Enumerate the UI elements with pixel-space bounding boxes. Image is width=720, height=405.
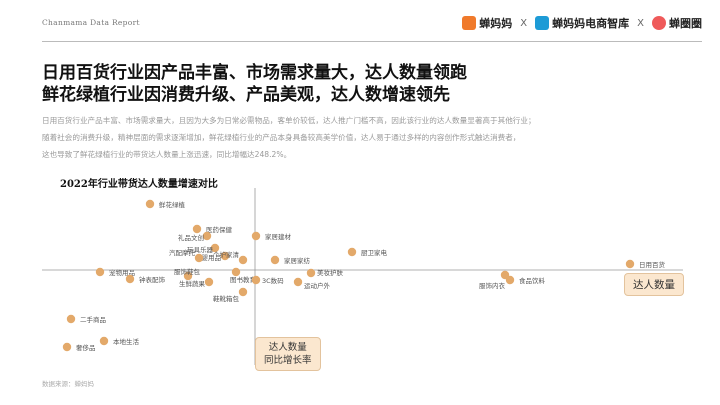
logo-chanmama-think-tank: 蝉妈妈电商智库: [535, 15, 629, 31]
data-point-label: 鞋靴箱包: [213, 294, 240, 303]
data-point-label: 汽配摩托: [169, 248, 196, 257]
data-point: [505, 275, 515, 285]
data-point-label: 美妆护肤: [317, 268, 344, 277]
data-point: [220, 251, 230, 261]
data-point: [306, 268, 316, 278]
data-point: [66, 314, 76, 324]
header-divider: [42, 41, 702, 42]
paragraph-line-3: 这也导致了鲜花绿植行业的带货达人数量上涨迅速，同比增幅达248.2%。: [42, 150, 292, 159]
y-axis-label-line-2: 同比增长率: [264, 355, 312, 366]
data-point: [145, 199, 155, 209]
data-point: [231, 267, 241, 277]
paragraph-line-1: 日用百货行业产品丰富、市场需求量大，且因为大多为日常必需物品，客单价较低，达人推…: [42, 116, 536, 125]
think-tank-logo-icon: [535, 16, 550, 30]
logo-chanmama-label: 蝉妈妈: [479, 17, 513, 30]
chanquanquan-logo-icon: [652, 16, 666, 30]
data-point: [62, 342, 72, 352]
data-point-label: 日用百货: [639, 260, 666, 269]
data-point: [251, 231, 261, 241]
data-point-label: 食品饮料: [519, 276, 546, 285]
data-point: [251, 275, 261, 285]
data-point-label: 运动户外: [304, 281, 331, 290]
headline-line-1: 日用百货行业因产品丰富、市场需求量大，达人数量领跑: [42, 63, 467, 83]
data-point: [238, 287, 248, 297]
data-point-label: 服饰内衣: [479, 281, 506, 290]
y-axis-label: 达人数量 同比增长率: [255, 337, 321, 371]
data-point-label: 钟表配饰: [139, 275, 166, 284]
data-point: [95, 267, 105, 277]
data-point: [293, 277, 303, 287]
data-point-label: 鲜花绿植: [159, 200, 186, 209]
data-point: [238, 255, 248, 265]
data-source: 数据来源：蝉妈妈: [42, 380, 94, 388]
data-point-label: 医药保健: [206, 225, 233, 234]
logo-chanquanquan: 蝉圈圈: [652, 15, 702, 31]
headline-line-2: 鲜花绿植行业因消费升级、产品美观，达人数增速领先: [42, 85, 450, 105]
data-point-label: 礼品文创: [178, 233, 204, 242]
data-point-label: 家居家纺: [284, 256, 311, 265]
x-axis-label: 达人数量: [624, 273, 684, 296]
data-point: [202, 231, 212, 241]
data-point: [192, 224, 202, 234]
logo-chanmama: 蝉妈妈: [462, 15, 512, 31]
logo-separator: X: [520, 17, 528, 29]
data-point-label: 生鲜蔬果: [179, 279, 206, 288]
data-point-label: 宠物用品: [109, 268, 135, 277]
data-point-label: 家居建材: [265, 232, 292, 241]
data-point-label: 个护家清: [213, 250, 240, 259]
data-point-label: 图书教育: [230, 275, 257, 284]
data-point-label: 母婴用品: [195, 254, 221, 262]
y-axis-label-line-1: 达人数量: [268, 342, 307, 353]
data-point: [194, 253, 204, 263]
logo-chanquanquan-label: 蝉圈圈: [669, 17, 702, 30]
partner-logos: 蝉妈妈 X 蝉妈妈电商智库 X 蝉圈圈: [462, 15, 702, 31]
data-point: [99, 336, 109, 346]
chanmama-logo-icon: [462, 16, 477, 30]
data-point: [270, 255, 280, 265]
report-title: Chanmama Data Report: [42, 18, 140, 27]
data-point: [204, 277, 214, 287]
logo-think-tank-label: 蝉妈妈电商智库: [552, 17, 630, 30]
data-point-label: 服饰鞋包: [174, 267, 201, 276]
data-point: [183, 271, 193, 281]
paragraph-line-2: 随着社会的消费升级，精神层面的需求逐渐增加，鲜花绿植行业的产品本身具备较高美学价…: [42, 133, 521, 142]
data-point: [125, 274, 135, 284]
data-point-label: 奢侈品: [76, 343, 96, 352]
data-point-label: 3C数码: [262, 276, 284, 285]
chart-title: 2022年行业带货达人数量增速对比: [60, 179, 218, 190]
data-point-label: 玩具乐器: [187, 245, 214, 254]
summary-paragraph: 日用百货行业产品丰富、市场需求量大，且因为大多为日常必需物品，客单价较低，达人推…: [42, 112, 682, 163]
data-point-label: 本地生活: [113, 337, 140, 346]
data-point: [347, 247, 357, 257]
logo-separator: X: [637, 17, 644, 29]
data-point: [625, 259, 635, 269]
data-point-label: 二手商品: [80, 315, 106, 324]
data-point: [210, 243, 220, 253]
data-point-label: 厨卫家电: [361, 248, 388, 257]
